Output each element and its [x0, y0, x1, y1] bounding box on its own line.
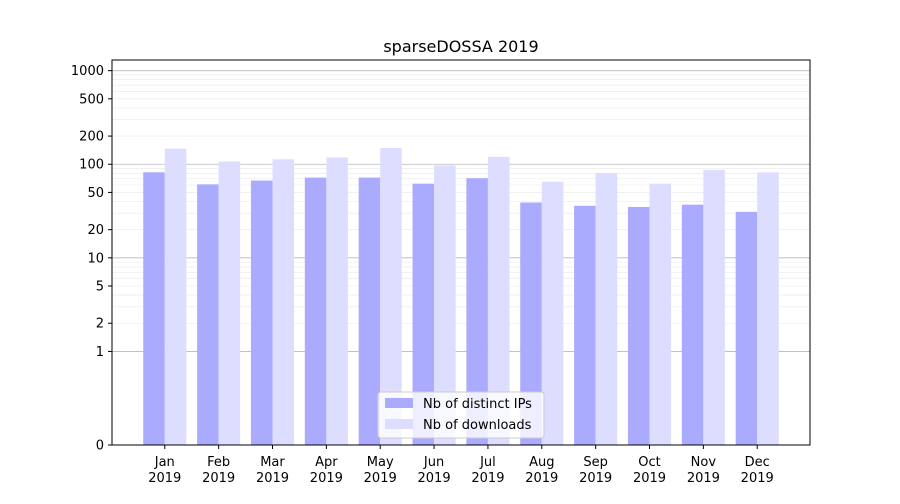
y-tick-label: 50 [87, 186, 104, 201]
x-tick-label: Jul 2019 [471, 455, 504, 486]
bar [627, 206, 650, 445]
bar [735, 211, 758, 445]
bar [649, 183, 672, 445]
bar [326, 157, 348, 445]
bar [595, 173, 618, 445]
legend-label: Nb of downloads [423, 418, 532, 433]
x-tick-label: Dec 2019 [741, 455, 774, 486]
x-tick-label: Nov 2019 [687, 455, 720, 486]
plot-frame [111, 59, 811, 446]
bar [358, 177, 381, 446]
bar [466, 178, 488, 445]
bar [197, 184, 219, 445]
x-tick-label: Aug 2019 [525, 455, 558, 486]
bar [272, 159, 295, 446]
bar [304, 177, 327, 446]
bar [164, 148, 187, 445]
legend-box [377, 391, 545, 439]
legend-swatch [385, 419, 413, 429]
x-tick-label: Feb 2019 [202, 455, 235, 486]
y-tick-label: 100 [79, 158, 104, 173]
legend-swatch [385, 398, 413, 408]
bar [520, 202, 542, 445]
chart-title: sparseDOSSA 2019 [383, 37, 538, 56]
x-tick-label: Apr 2019 [310, 455, 343, 486]
y-tick-label: 5 [96, 280, 104, 295]
bar [681, 204, 704, 445]
y-tick-label: 0 [96, 439, 104, 454]
bar [574, 205, 596, 445]
y-tick-label: 10 [87, 251, 104, 266]
x-tick-label: May 2019 [364, 455, 397, 486]
legend-label: Nb of distinct IPs [423, 397, 532, 412]
bar [487, 156, 510, 446]
bar [757, 172, 779, 446]
bar [412, 183, 435, 445]
y-tick-label: 2 [96, 317, 104, 332]
bar [434, 165, 456, 446]
x-tick-label: Sep 2019 [579, 455, 612, 486]
y-tick-label: 1000 [71, 64, 104, 79]
y-tick-label: 20 [87, 223, 104, 238]
y-tick-label: 200 [79, 130, 104, 145]
bar [250, 180, 273, 446]
bar [143, 172, 165, 446]
bar [380, 148, 402, 445]
bar [541, 181, 564, 446]
x-tick-label: Mar 2019 [256, 455, 289, 486]
bar [218, 161, 241, 445]
x-tick-label: Oct 2019 [633, 455, 666, 486]
x-tick-label: Jan 2019 [148, 455, 181, 486]
y-tick-label: 1 [96, 345, 104, 360]
bar [703, 169, 725, 445]
x-tick-label: Jun 2019 [418, 455, 451, 486]
y-tick-label: 500 [79, 92, 104, 107]
